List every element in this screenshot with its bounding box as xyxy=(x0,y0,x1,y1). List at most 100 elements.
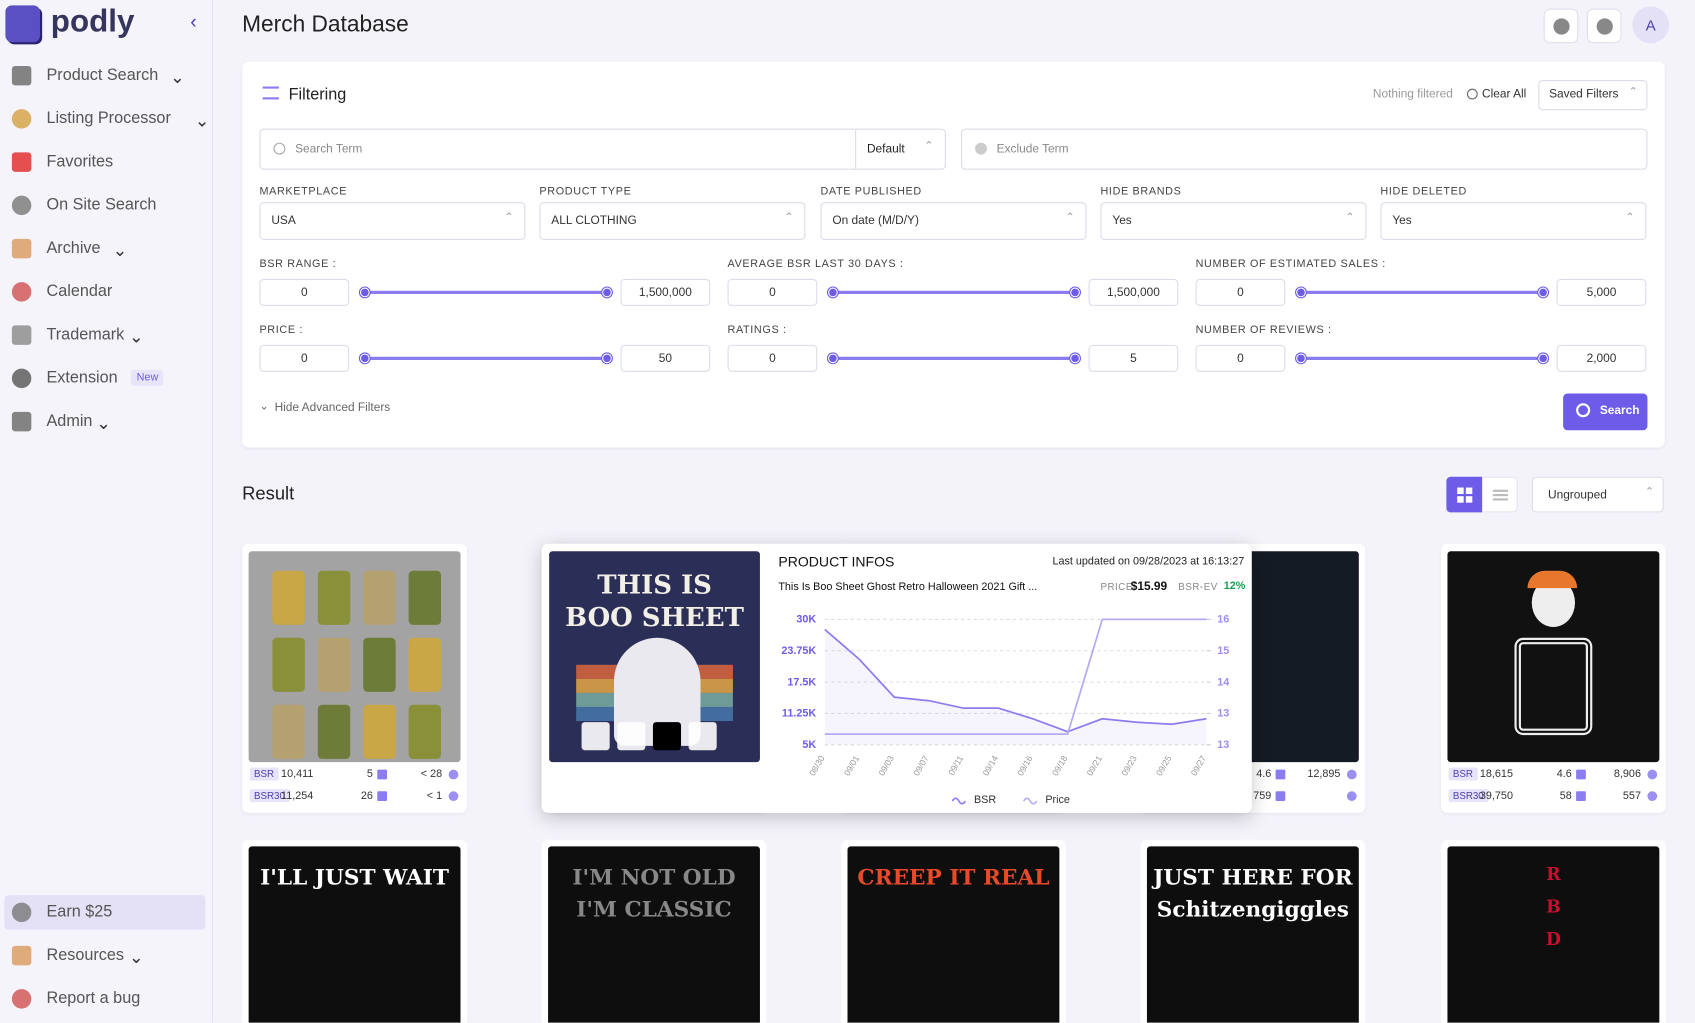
product-card[interactable]: I'M NOT OLD I'M CLASSIC xyxy=(541,839,767,1023)
x-tick-label: 08/30 xyxy=(807,754,827,778)
dropdown-label: DATE PUBLISHED xyxy=(820,185,922,198)
bsrev-label: BSR-EV xyxy=(1178,581,1218,593)
search-button-label: Search xyxy=(1599,404,1640,418)
range-min[interactable]: 0 xyxy=(727,278,818,306)
search-input[interactable]: Search Term Default ⌃ xyxy=(259,128,946,170)
advanced-label[interactable]: Hide Advanced Filters xyxy=(274,401,391,415)
product-card[interactable]: BSR 18,615 BSR30 39,750 4.6 58 8,906 557 xyxy=(1440,543,1666,813)
range-max-value: 50 xyxy=(658,351,672,365)
nav-item[interactable]: On Site Search xyxy=(4,188,205,223)
slider-handle[interactable] xyxy=(1538,353,1548,364)
image-action[interactable] xyxy=(581,722,610,751)
list-view[interactable] xyxy=(1482,476,1518,513)
dropdown[interactable]: On date (M/D/Y) ⌃ xyxy=(820,202,1087,240)
legend-swatch xyxy=(951,797,967,805)
nav-item[interactable]: Admin ⌄ xyxy=(4,404,205,439)
divider xyxy=(855,129,857,169)
nav-item[interactable]: Product Search ⌄ xyxy=(4,58,205,93)
icon-button[interactable] xyxy=(1543,8,1579,44)
product-title: This Is Boo Sheet Ghost Retro Halloween … xyxy=(778,581,1038,594)
range-max[interactable]: 1,500,000 xyxy=(1088,278,1179,306)
nav-item[interactable]: Calendar xyxy=(4,275,205,310)
range-max[interactable]: 5,000 xyxy=(1556,278,1647,306)
stat-icon xyxy=(1647,791,1658,802)
chevron: ⌃ xyxy=(924,140,934,153)
nav-item[interactable]: Listing Processor ⌄ xyxy=(4,102,209,137)
saved-filters[interactable]: Saved Filters ⌃ xyxy=(1538,79,1648,111)
slider-track xyxy=(832,356,1075,360)
design-text: I'M NOT OLD xyxy=(572,863,736,890)
image-action[interactable] xyxy=(617,722,646,751)
slider-handle[interactable] xyxy=(359,287,370,298)
page-title: Merch Database xyxy=(242,11,409,37)
slider-handle[interactable] xyxy=(602,287,612,298)
search-mode[interactable]: Default xyxy=(866,142,905,156)
slider-handle[interactable] xyxy=(828,353,838,364)
nav-item[interactable]: Resources ⌄ xyxy=(4,938,205,973)
nav-item[interactable]: Favorites xyxy=(4,145,205,180)
filter-status: Nothing filtered xyxy=(1372,87,1453,101)
range-min[interactable]: 0 xyxy=(1195,344,1286,372)
dropdown[interactable]: Yes ⌃ xyxy=(1380,202,1647,240)
range-min[interactable]: 0 xyxy=(727,344,818,372)
range-max[interactable]: 2,000 xyxy=(1556,344,1647,372)
exclude-input[interactable]: Exclude Term xyxy=(961,128,1648,170)
image-action[interactable] xyxy=(688,722,717,751)
chevron: ⌃ xyxy=(504,211,514,224)
stat-icon xyxy=(1346,769,1357,780)
nav-label: Favorites xyxy=(46,152,114,171)
list-line xyxy=(1492,498,1508,501)
range-min-value: 0 xyxy=(769,351,776,365)
product-card[interactable]: I'LL JUST WAIT xyxy=(242,839,467,1023)
nav-item[interactable]: Report a bug xyxy=(4,982,205,1017)
range-min[interactable]: 0 xyxy=(259,344,350,372)
nav-item[interactable]: Extension New xyxy=(4,361,205,396)
icon-button[interactable] xyxy=(1586,8,1622,44)
nav-item[interactable]: Archive ⌄ xyxy=(4,231,205,266)
slider-handle[interactable] xyxy=(602,353,612,364)
advanced-toggle[interactable]: ⌄ xyxy=(259,401,269,413)
new-badge: New xyxy=(131,369,164,386)
range-max[interactable]: 50 xyxy=(620,344,711,372)
clear-all[interactable]: Clear All xyxy=(1482,87,1527,101)
range-label: NUMBER OF REVIEWS : xyxy=(1195,324,1332,337)
product-card[interactable]: JUST HERE FOR Schitzengiggles xyxy=(1140,839,1366,1023)
search-button[interactable]: Search xyxy=(1563,393,1648,431)
slider-handle[interactable] xyxy=(1070,353,1080,364)
slider-handle[interactable] xyxy=(1296,353,1306,364)
reviews: 759 xyxy=(1253,790,1272,803)
range-min-value: 0 xyxy=(1237,351,1244,365)
grid-view[interactable] xyxy=(1446,476,1483,513)
product-card[interactable]: CREEP IT REAL xyxy=(841,839,1066,1023)
slider-handle[interactable] xyxy=(828,287,838,298)
nav-item[interactable]: Earn $25 xyxy=(4,895,206,930)
dropdown[interactable]: Yes ⌃ xyxy=(1100,202,1367,240)
grid-cell xyxy=(1465,496,1473,503)
series-line xyxy=(824,618,1207,735)
range-min[interactable]: 0 xyxy=(259,278,350,306)
nav-item[interactable]: Trademark ⌄ xyxy=(4,318,205,353)
slider-handle[interactable] xyxy=(1538,287,1548,298)
nav-icon xyxy=(11,945,32,966)
range-min[interactable]: 0 xyxy=(1195,278,1286,306)
slider-handle[interactable] xyxy=(1296,287,1306,298)
nav-icon xyxy=(11,411,32,432)
grouping-dropdown[interactable]: Ungrouped ⌃ xyxy=(1531,476,1664,513)
dropdown[interactable]: ALL CLOTHING ⌃ xyxy=(539,202,806,240)
range-max[interactable]: 5 xyxy=(1088,344,1179,372)
grid-cell xyxy=(1457,487,1464,495)
slider-handle[interactable] xyxy=(359,353,370,364)
bsrev: 12% xyxy=(1223,580,1246,593)
dropdown[interactable]: USA ⌃ xyxy=(259,202,526,240)
search-placeholder: Search Term xyxy=(295,142,363,156)
avatar[interactable]: A xyxy=(1632,6,1670,44)
image-action[interactable] xyxy=(652,722,682,751)
product-card[interactable]: BSR 10,411 BSR30 11,254 5 26 < 28 < 1 xyxy=(242,543,467,813)
collapse-button[interactable]: ‹ xyxy=(190,10,197,33)
range-max[interactable]: 1,500,000 xyxy=(620,278,711,306)
bsr: 18,615 xyxy=(1479,768,1513,781)
slider-handle[interactable] xyxy=(1070,287,1080,298)
design-text: I'M CLASSIC xyxy=(576,896,732,923)
design-text: CREEP IT REAL xyxy=(857,863,1050,890)
